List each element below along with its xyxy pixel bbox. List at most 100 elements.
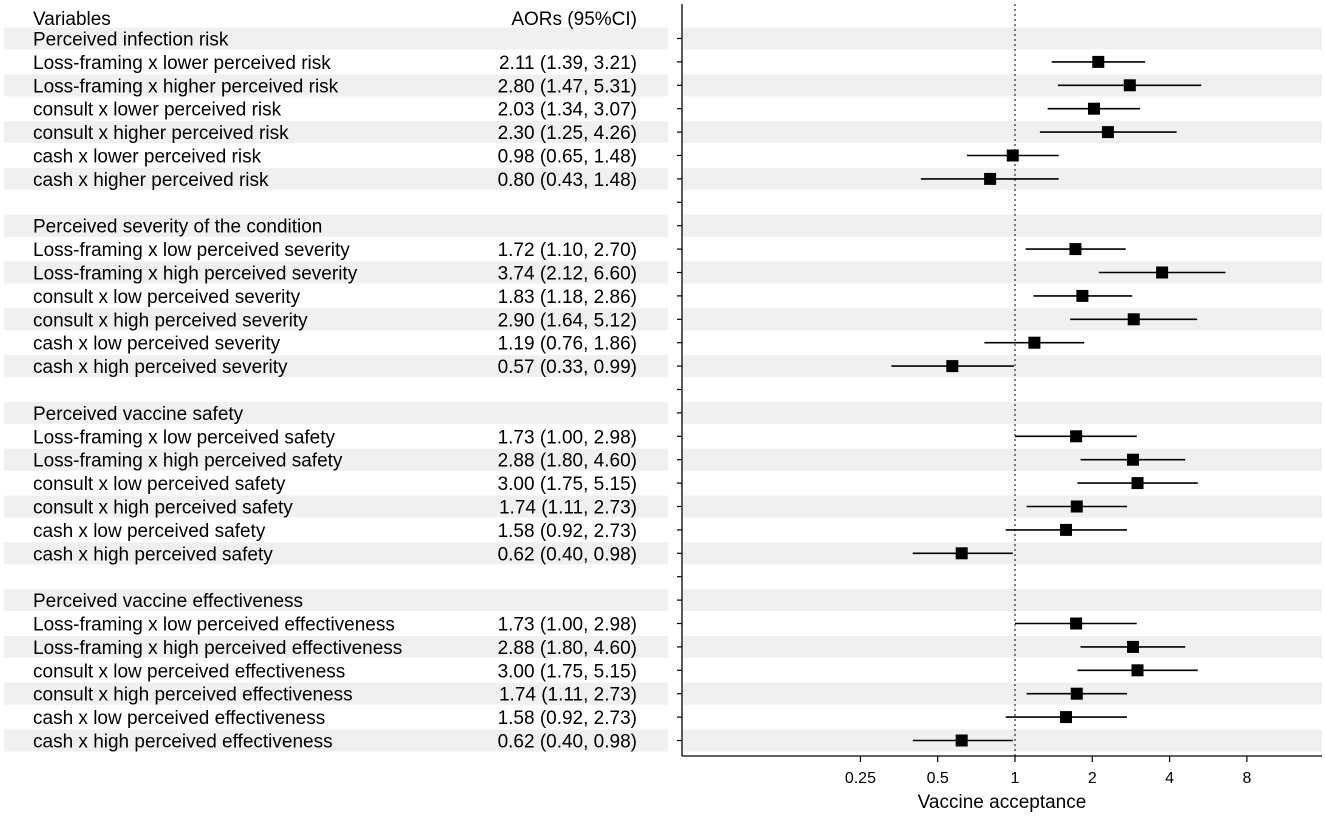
or-point [1131, 664, 1144, 677]
or-point [1087, 102, 1100, 115]
or-point [1006, 149, 1019, 162]
row-label: Loss-framing x higher perceived risk [33, 76, 339, 97]
x-tick-label: 0.5 [927, 770, 949, 787]
row-stripe-right [683, 401, 1322, 424]
row-stripe-right [683, 74, 1322, 97]
row-estimate-text: 1.58 (0.92, 2.73) [498, 521, 637, 542]
row-estimate-text: 2.30 (1.25, 4.26) [498, 123, 637, 144]
row-estimate-text: 1.58 (0.92, 2.73) [498, 708, 637, 729]
or-point [1123, 79, 1136, 92]
header-variables: Variables [33, 9, 111, 30]
row-label: Loss-framing x high perceived severity [33, 264, 358, 285]
group-heading: Perceived vaccine effectiveness [33, 591, 303, 612]
row-estimate-text: 2.90 (1.64, 5.12) [498, 310, 637, 331]
or-point [1060, 523, 1073, 536]
row-label: Loss-framing x high perceived safety [33, 451, 343, 472]
row-stripe-left [4, 167, 668, 190]
row-estimate-text: 2.80 (1.47, 5.31) [498, 76, 637, 97]
row-label: consult x high perceived safety [33, 498, 293, 519]
row-label: consult x lower perceived risk [33, 100, 282, 121]
row-stripe-left [4, 121, 668, 144]
x-tick-label: 1 [1011, 770, 1020, 787]
or-point [1028, 336, 1041, 349]
row-label: Loss-framing x low perceived severity [33, 240, 350, 261]
row-estimate-text: 2.03 (1.34, 3.07) [498, 100, 637, 121]
row-stripe-right [683, 214, 1322, 237]
row-stripe-left [4, 495, 668, 518]
or-point [1070, 687, 1083, 700]
or-point [984, 172, 997, 185]
row-estimate-text: 1.73 (1.00, 2.98) [498, 615, 637, 636]
row-stripe-right [683, 261, 1322, 284]
group-heading: Perceived vaccine safety [33, 404, 244, 425]
row-label: cash x high perceived severity [33, 357, 288, 378]
or-point [1070, 430, 1083, 443]
or-point [1092, 55, 1105, 68]
row-stripe-left [4, 74, 668, 97]
header-estimate: AORs (95%CI) [511, 9, 637, 30]
group-heading: Perceived severity of the condition [33, 217, 322, 238]
x-tick-label: 8 [1242, 770, 1251, 787]
row-label: cash x high perceived effectiveness [33, 732, 333, 753]
row-stripes [4, 27, 1322, 752]
row-stripe-right [683, 682, 1322, 705]
row-label: cash x low perceived safety [33, 521, 266, 542]
row-stripe-left [4, 27, 668, 50]
or-point [1060, 711, 1073, 724]
or-point [1131, 477, 1144, 490]
row-stripe-left [4, 308, 668, 331]
row-estimate-text: 0.62 (0.40, 0.98) [498, 544, 637, 565]
x-tick-label: 2 [1088, 770, 1097, 787]
row-stripe-left [4, 448, 668, 471]
row-stripe-left [4, 682, 668, 705]
x-axis-ticks: 0.25 0.5 1 2 4 8 [845, 756, 1251, 787]
row-stripe-right [683, 589, 1322, 612]
row-estimate-text: 1.73 (1.00, 2.98) [498, 427, 637, 448]
row-label: cash x high perceived safety [33, 544, 273, 565]
row-stripe-right [683, 27, 1322, 50]
or-point [1127, 313, 1140, 326]
row-estimate-text: 2.11 (1.39, 3.21) [499, 53, 637, 74]
row-stripe-right [683, 121, 1322, 144]
row-stripe-left [4, 542, 668, 565]
row-label: consult x high perceived severity [33, 310, 308, 331]
plot-panel: 0.25 0.5 1 2 4 8 Vaccine acceptance [677, 4, 1322, 813]
row-stripe-right [683, 308, 1322, 331]
row-label: consult x low perceived effectiveness [33, 661, 345, 682]
row-label: cash x low perceived effectiveness [33, 708, 325, 729]
x-tick-label: 4 [1165, 770, 1174, 787]
row-label: Loss-framing x high perceived effectiven… [33, 638, 402, 659]
x-tick-label: 0.25 [845, 770, 876, 787]
or-point [955, 547, 968, 560]
x-axis-label: Vaccine acceptance [918, 792, 1087, 813]
row-label: Loss-framing x lower perceived risk [33, 53, 331, 74]
row-estimate-text: 1.74 (1.11, 2.73) [499, 685, 637, 706]
row-estimate-text: 0.98 (0.65, 1.48) [498, 147, 637, 168]
or-point [1126, 640, 1139, 653]
estimate-marks [891, 55, 1226, 747]
or-point [955, 734, 968, 747]
row-stripe-left [4, 355, 668, 378]
row-label: consult x higher perceived risk [33, 123, 289, 144]
row-label: Loss-framing x low perceived effectivene… [33, 615, 395, 636]
row-stripe-right [683, 495, 1322, 518]
row-stripe-right [683, 448, 1322, 471]
or-point [1070, 500, 1083, 513]
y-axis-ticks [677, 37, 682, 742]
or-point [1156, 266, 1169, 279]
row-stripe-left [4, 635, 668, 658]
row-label: Loss-framing x low perceived safety [33, 427, 336, 448]
row-estimate-text: 0.80 (0.43, 1.48) [498, 170, 637, 191]
row-stripe-right [683, 635, 1322, 658]
row-stripe-left [4, 401, 668, 424]
or-point [1070, 617, 1083, 630]
or-point [946, 360, 959, 373]
row-estimate-text: 1.19 (0.76, 1.86) [498, 334, 637, 355]
row-estimate-text: 3.00 (1.75, 5.15) [498, 661, 637, 682]
group-heading: Perceived infection risk [33, 30, 229, 51]
table-header: Variables AORs (95%CI) [33, 9, 637, 30]
row-label: cash x higher perceived risk [33, 170, 269, 191]
row-stripe-left [4, 261, 668, 284]
